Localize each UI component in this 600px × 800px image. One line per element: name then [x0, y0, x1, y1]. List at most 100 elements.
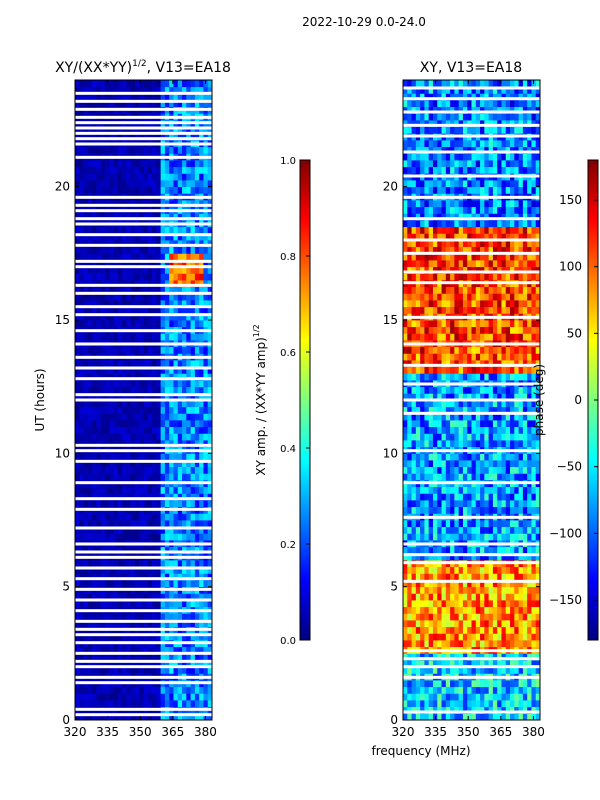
heatmap-cell [441, 693, 447, 701]
heatmap-cell [96, 346, 102, 354]
heatmap-cell [152, 633, 157, 641]
heatmap-cell [501, 633, 507, 641]
heatmap-cell [113, 460, 119, 468]
heatmap-cell [122, 700, 127, 708]
heatmap-cell [462, 713, 468, 720]
heatmap-cell [428, 413, 434, 421]
heatmap-cell [143, 620, 149, 628]
heatmap-cell [510, 420, 515, 428]
heatmap-cell [130, 373, 136, 381]
heatmap-cell [415, 346, 421, 354]
heatmap-cell [139, 486, 144, 494]
heatmap-cell [139, 233, 144, 241]
heatmap-cell [454, 633, 460, 641]
heatmap-cell [92, 173, 97, 181]
heatmap-cell [152, 386, 157, 394]
heatmap-cell [424, 580, 430, 588]
heatmap-cell [471, 586, 477, 594]
heatmap-cell [420, 420, 425, 428]
heatmap-cell [75, 660, 80, 668]
heatmap-cell [186, 333, 191, 341]
heatmap-cell [514, 473, 519, 481]
heatmap-cell [186, 593, 191, 601]
heatmap-cell [518, 486, 524, 494]
heatmap-cell [186, 573, 191, 581]
heatmap-cell [169, 160, 174, 168]
blank-row [75, 265, 212, 269]
heatmap-cell [510, 366, 515, 374]
heatmap-cell [104, 453, 110, 461]
heatmap-cell [203, 226, 209, 234]
heatmap-cell [403, 706, 408, 714]
heatmap-cell [488, 693, 494, 701]
heatmap-cell [96, 180, 102, 188]
heatmap-cell [92, 420, 97, 428]
heatmap-cell [458, 693, 464, 701]
heatmap-cell [407, 493, 412, 501]
heatmap-cell [199, 700, 204, 708]
heatmap-cell [492, 606, 498, 614]
heatmap-cell [113, 366, 119, 374]
heatmap-cell [109, 426, 114, 434]
heatmap-cell [182, 466, 187, 474]
heatmap-cell [462, 593, 468, 601]
heatmap-cell [484, 593, 490, 601]
heatmap-cell [462, 373, 468, 381]
heatmap-cell [407, 686, 412, 694]
heatmap-cell [139, 566, 144, 574]
heatmap-cell [407, 553, 412, 561]
heatmap-cell [420, 640, 425, 648]
heatmap-cell [139, 573, 144, 581]
heatmap-cell [207, 453, 212, 461]
heatmap-cell [510, 486, 515, 494]
heatmap-cell [527, 706, 532, 714]
heatmap-cell [147, 473, 153, 481]
heatmap-cell [139, 260, 144, 268]
heatmap-cell [143, 386, 149, 394]
heatmap-cell [109, 186, 114, 194]
heatmap-cell [164, 100, 170, 108]
heatmap-cell [432, 606, 438, 614]
heatmap-cell [190, 386, 196, 394]
heatmap-cell [117, 293, 123, 301]
heatmap-cell [190, 440, 196, 448]
heatmap-cell [152, 126, 157, 134]
heatmap-cell [535, 653, 540, 661]
heatmap-cell [203, 700, 209, 708]
heatmap-cell [87, 266, 93, 274]
heatmap-cell [152, 146, 157, 154]
heatmap-cell [484, 420, 490, 428]
heatmap-cell [117, 433, 123, 441]
heatmap-cell [403, 580, 408, 588]
heatmap-cell [199, 393, 204, 401]
heatmap-cell [403, 373, 408, 381]
heatmap-cell [445, 453, 451, 461]
heatmap-cell [173, 146, 179, 154]
heatmap-cell [87, 513, 93, 521]
heatmap-cell [122, 286, 127, 294]
heatmap-cell [415, 660, 421, 668]
heatmap-cell [83, 360, 89, 368]
heatmap-cell [441, 553, 447, 561]
heatmap-cell [186, 500, 191, 508]
heatmap-cell [75, 333, 80, 341]
heatmap-cell [177, 126, 183, 134]
heatmap-cell [510, 393, 515, 401]
heatmap-cell [190, 566, 196, 574]
heatmap-cell [475, 426, 481, 434]
heatmap-cell [126, 393, 132, 401]
heatmap-cell [194, 473, 200, 481]
heatmap-cell [403, 633, 408, 641]
heatmap-cell [535, 626, 540, 634]
heatmap-cell [164, 273, 170, 281]
heatmap-cell [199, 233, 204, 241]
heatmap-cell [109, 320, 114, 328]
heatmap-cell [113, 613, 119, 621]
heatmap-cell [497, 553, 502, 561]
heatmap-cell [514, 360, 519, 368]
heatmap-cell [403, 493, 408, 501]
heatmap-cell [177, 273, 183, 281]
heatmap-cell [87, 246, 93, 254]
heatmap-cell [182, 646, 187, 654]
heatmap-cell [83, 100, 89, 108]
